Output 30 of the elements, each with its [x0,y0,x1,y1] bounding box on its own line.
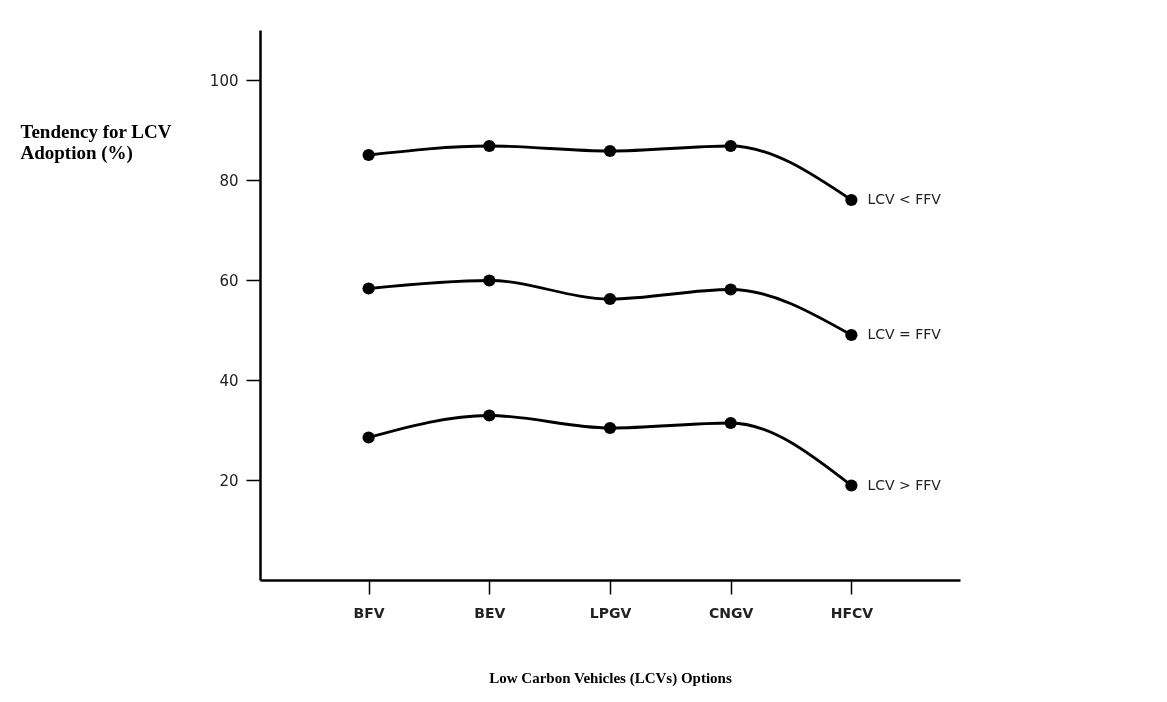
y-tick-label: 40 [219,371,239,390]
x-tick-label: CNGV [709,604,754,621]
y-tick-label: 20 [219,471,239,490]
x-tick-label: BEV [474,604,506,621]
point [603,292,617,306]
y-tick-label: 80 [219,171,239,190]
x-tick-label: BFV [353,604,385,621]
point [483,274,496,287]
point [845,328,858,342]
point [845,193,858,207]
point [724,139,737,153]
point [845,479,858,492]
x-tick-label: HFCV [830,604,874,621]
point [603,421,617,435]
point [362,431,375,444]
x-tick-label: LPGV [589,604,632,621]
point [724,416,737,430]
point [724,283,737,296]
point [362,282,375,295]
y-axis-title: Tendency for LCV Adoption (%) [20,120,172,164]
point [483,139,496,153]
point [362,148,375,162]
series-label: LCV = FFV [867,326,942,342]
series-label: LCV > FFV [867,476,942,493]
point [483,409,496,422]
y-tick-label: 60 [219,271,239,290]
y-tick-label: 100 [209,71,239,90]
x-axis-title: Low Carbon Vehicles (LCVs) Options [489,669,732,687]
series-label: LCV < FFV [867,191,942,207]
point [603,144,617,158]
